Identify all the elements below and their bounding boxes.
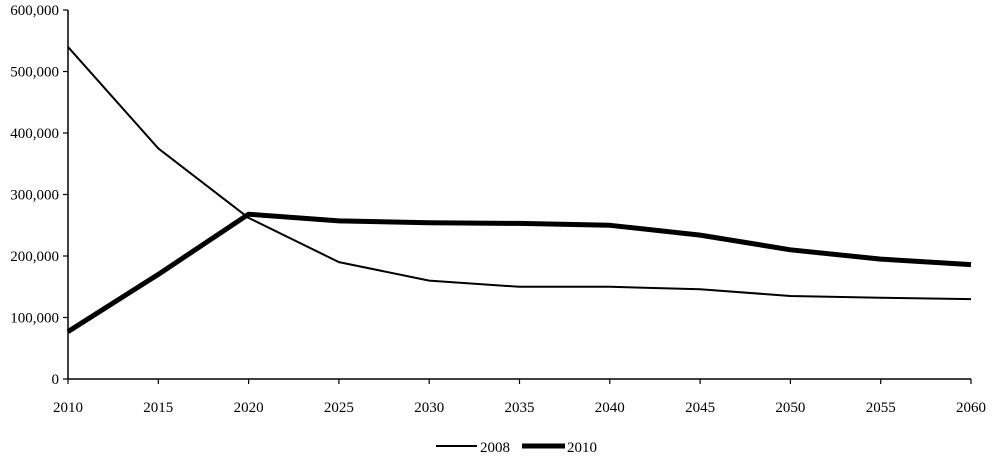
legend: 2008 2010	[436, 440, 597, 456]
y-tick-label: 400,000	[10, 126, 59, 142]
y-tick-label: 300,000	[10, 188, 59, 204]
x-tick-label: 2025	[324, 400, 354, 416]
legend-label-2010: 2010	[567, 440, 597, 456]
series-line-2008	[67, 46, 972, 301]
y-tick-label: 500,000	[10, 65, 59, 81]
axes: 0 100,000 200,000 300,000 400,000 500,000 600,…	[10, 3, 986, 416]
x-tick-label: 2050	[775, 400, 805, 416]
x-tick-label: 2060	[956, 400, 986, 416]
y-tick-label: 100,000	[10, 311, 59, 327]
x-tick-label: 2020	[234, 400, 264, 416]
x-tick-label: 2030	[414, 400, 444, 416]
series-line-2010	[66, 211, 972, 334]
series-lines	[66, 46, 972, 334]
y-tick-label: 600,000	[10, 3, 59, 19]
x-tick-label: 2035	[505, 400, 535, 416]
x-tick-label: 2010	[53, 400, 83, 416]
y-tick-label: 0	[52, 372, 60, 388]
x-tick-label: 2045	[685, 400, 715, 416]
x-tick-label: 2055	[866, 400, 896, 416]
legend-label-2008: 2008	[480, 440, 510, 456]
y-tick-label: 200,000	[10, 249, 59, 265]
x-tick-label: 2040	[595, 400, 625, 416]
x-tick-label: 2015	[143, 400, 173, 416]
